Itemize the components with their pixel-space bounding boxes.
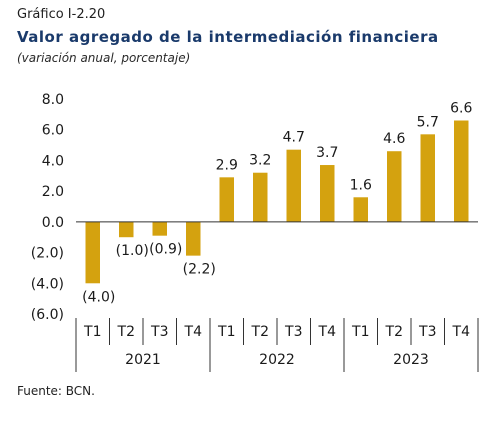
x-tick-label: T4 — [318, 324, 337, 340]
chart-kicker: Gráfico I-2.20 — [17, 7, 106, 22]
data-label: 4.6 — [383, 131, 405, 147]
y-tick-label: (6.0) — [31, 307, 64, 323]
x-group-label: 2022 — [259, 352, 295, 368]
y-tick-label: 2.0 — [42, 184, 64, 200]
x-tick-label: T3 — [418, 324, 436, 340]
bars — [76, 120, 478, 284]
bar — [85, 221, 100, 284]
bar — [320, 165, 335, 222]
x-tick-label: T1 — [83, 324, 101, 340]
data-label: 3.2 — [249, 153, 271, 169]
chart-title: Valor agregado de la intermediación fina… — [17, 28, 439, 46]
data-label: 5.7 — [417, 114, 439, 130]
x-tick-label: T3 — [284, 324, 302, 340]
data-label: (1.0) — [116, 243, 149, 259]
x-axis: T1 T2 T3 T4 T1 T2 T3 T4 T1 T2 T3 T4 2021 2022 2023 — [75, 318, 479, 372]
chart-source: Fuente: BCN. — [17, 384, 95, 398]
x-tick-label: T4 — [452, 324, 471, 340]
bar — [387, 151, 402, 222]
y-tick-label: 6.0 — [42, 123, 64, 139]
y-axis: 8.0 6.0 4.0 2.0 0.0 (2.0) (4.0) (6.0) — [31, 92, 64, 323]
y-tick-label: (2.0) — [31, 246, 64, 262]
x-tick-label: T3 — [150, 324, 168, 340]
x-tick-label: T2 — [251, 324, 269, 340]
x-group-label: 2021 — [125, 352, 161, 368]
y-tick-label: 8.0 — [42, 92, 64, 108]
x-group-label: 2023 — [393, 352, 429, 368]
data-label: 1.6 — [350, 177, 372, 193]
data-label: (2.2) — [183, 262, 216, 278]
bar — [119, 221, 134, 238]
data-label: 6.6 — [450, 101, 472, 117]
x-tick-label: T2 — [385, 324, 403, 340]
data-label: 4.7 — [283, 130, 305, 146]
x-tick-label: T1 — [217, 324, 235, 340]
bar — [186, 221, 201, 256]
bar — [219, 177, 234, 222]
y-tick-label: 0.0 — [42, 215, 64, 231]
x-tick-label: T2 — [117, 324, 135, 340]
data-label: 2.9 — [216, 157, 238, 173]
bar — [454, 120, 469, 222]
bar — [420, 134, 435, 222]
data-label: 3.7 — [316, 145, 338, 161]
bar — [253, 172, 268, 222]
value-labels: (4.0) (1.0) (0.9)(2.2) 2.9 3.2 4.7 3.7 1.6 4.6 5.… — [82, 101, 472, 306]
chart-subtitle: (variación anual, porcentaje) — [17, 51, 191, 65]
data-label: (4.0) — [82, 289, 115, 305]
x-tick-label: T4 — [184, 324, 203, 340]
bar — [152, 221, 167, 236]
bar — [286, 149, 301, 222]
y-tick-label: (4.0) — [31, 276, 64, 292]
x-tick-label: T1 — [351, 324, 369, 340]
data-label: (0.9) — [149, 242, 182, 258]
bar — [353, 197, 368, 222]
y-tick-label: 4.0 — [42, 153, 64, 169]
